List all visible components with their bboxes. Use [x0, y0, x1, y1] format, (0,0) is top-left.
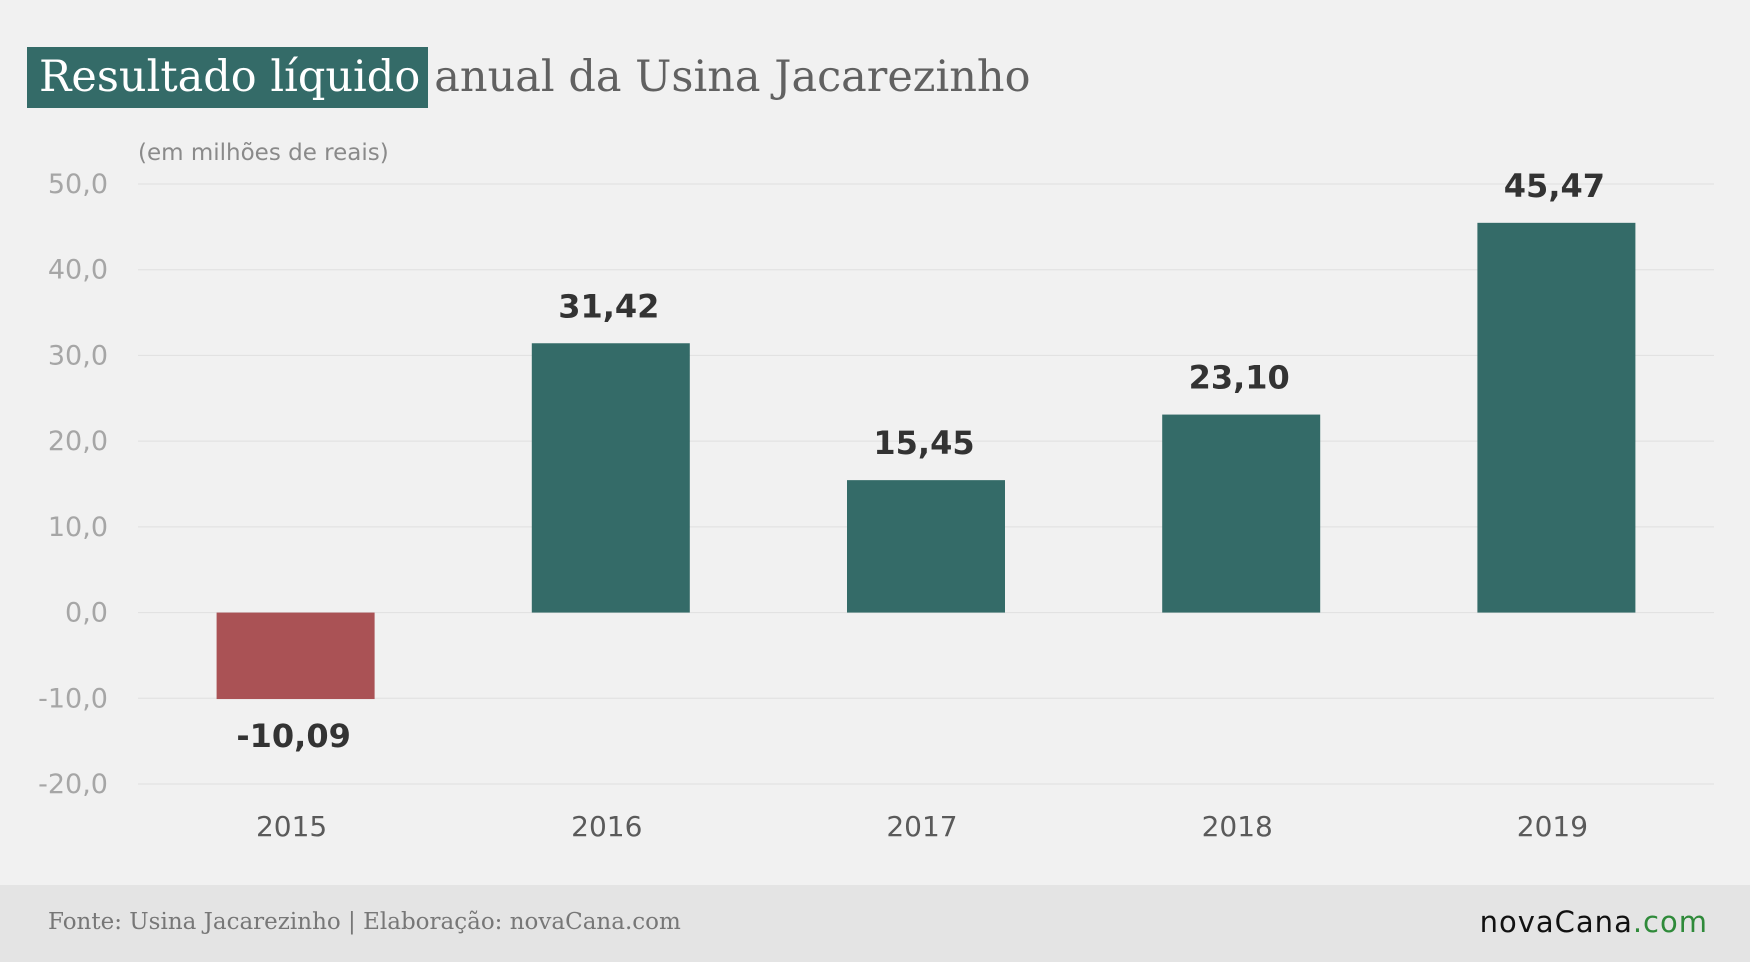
y-tick-label: 0,0: [65, 598, 108, 629]
x-tick-label-2017: 2017: [886, 810, 957, 843]
x-axis-ticks: 2015 2016 2017 2018 2019: [256, 810, 1588, 843]
x-tick-label-2016: 2016: [571, 810, 642, 843]
y-tick-label: 30,0: [48, 340, 108, 371]
y-tick-label: -10,0: [38, 683, 108, 714]
bar-2016: [531, 343, 690, 613]
novacana-logo[interactable]: novaCana.com: [1480, 905, 1708, 939]
data-label-2018: 23,10: [1189, 359, 1290, 397]
footer: Fonte: Usina Jacarezinho | Elaboração: n…: [0, 885, 1750, 962]
y-tick-label: 40,0: [48, 255, 108, 286]
data-labels: -10,09 31,42 15,45 23,10 45,47: [236, 167, 1605, 755]
data-label-2019: 45,47: [1504, 167, 1605, 205]
y-tick-label: 20,0: [48, 426, 108, 457]
data-label-2016: 31,42: [558, 287, 659, 325]
bar-2017: [847, 480, 1005, 613]
x-tick-label-2018: 2018: [1202, 810, 1273, 843]
logo-suffix: .com: [1632, 905, 1708, 939]
logo-main: novaCana: [1479, 905, 1633, 939]
bar-2015: [216, 612, 375, 700]
bars: [216, 222, 1636, 700]
y-tick-label: 50,0: [48, 169, 108, 200]
data-label-2015: -10,09: [236, 717, 351, 755]
bar-2018: [1162, 414, 1321, 613]
y-axis-ticks: 50,0 40,0 30,0 20,0 10,0 0,0 -10,0 -20,0: [38, 169, 108, 800]
y-tick-label: 10,0: [48, 512, 108, 543]
unit-label: (em milhões de reais): [138, 140, 389, 166]
data-label-2017: 15,45: [873, 424, 974, 462]
x-tick-label-2015: 2015: [256, 810, 327, 843]
y-tick-label: -20,0: [38, 769, 108, 800]
bar-2019: [1477, 222, 1636, 613]
bar-chart: 50,0 40,0 30,0 20,0 10,0 0,0 -10,0 -20,0 -10,09…: [38, 167, 1714, 843]
footer-source: Fonte: Usina Jacarezinho | Elaboração: n…: [48, 909, 681, 935]
title-rest: anual da Usina Jacarezinho: [434, 52, 1031, 102]
x-tick-label-2019: 2019: [1517, 810, 1588, 843]
title-highlight: Resultado líquido: [27, 47, 429, 108]
chart-title: Resultado líquido anual da Usina Jacarez…: [27, 47, 1030, 108]
